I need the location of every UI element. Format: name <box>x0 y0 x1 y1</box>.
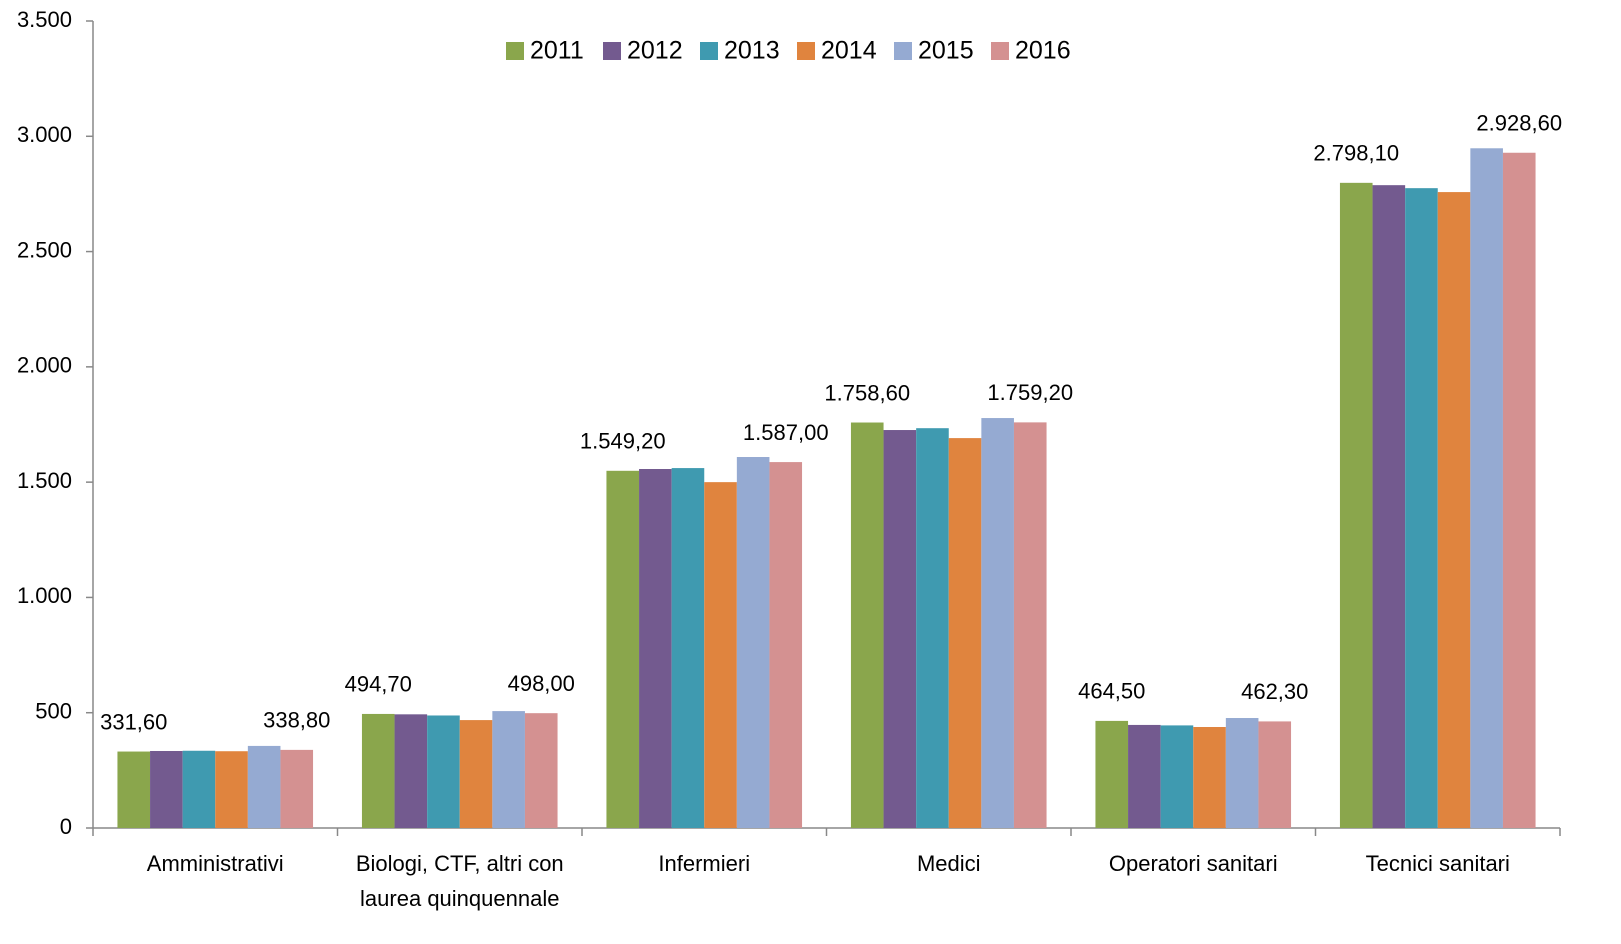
bar <box>280 749 314 828</box>
bar <box>394 714 428 828</box>
bar <box>1405 188 1438 828</box>
data-label: 498,00 <box>508 671 575 696</box>
y-tick-label: 0 <box>60 814 72 839</box>
data-label: 494,70 <box>345 672 412 697</box>
bar <box>1160 725 1194 828</box>
bar <box>427 715 460 828</box>
bar <box>215 751 248 828</box>
bar <box>1502 152 1536 828</box>
legend-swatch <box>894 42 912 60</box>
bar <box>150 750 183 828</box>
x-tick-label: Tecnici sanitari <box>1365 851 1510 876</box>
data-label: 1.759,20 <box>987 380 1073 405</box>
data-label: 1.758,60 <box>824 380 910 405</box>
bar <box>1339 182 1373 829</box>
y-tick-label: 3.500 <box>17 7 72 32</box>
bar <box>361 713 395 828</box>
bar <box>1372 185 1406 828</box>
y-tick-label: 1.000 <box>17 583 72 608</box>
y-tick-label: 500 <box>35 699 72 724</box>
bar <box>671 468 705 828</box>
legend-label: 2012 <box>627 37 683 65</box>
bar <box>492 711 525 828</box>
x-tick-label: Amministrativi <box>146 851 284 876</box>
bar <box>606 470 640 828</box>
y-tick-label: 1.500 <box>17 468 72 493</box>
bar <box>736 457 770 828</box>
bar <box>981 418 1014 828</box>
legend-swatch <box>991 42 1009 60</box>
bar <box>459 720 493 828</box>
bar <box>1470 148 1503 829</box>
data-label: 2.928,60 <box>1476 111 1562 136</box>
data-label: 2.798,10 <box>1313 141 1399 166</box>
bar <box>704 482 737 828</box>
bar <box>524 713 558 828</box>
legend-swatch <box>700 42 718 60</box>
bar <box>948 438 982 828</box>
bar <box>1095 720 1129 828</box>
y-tick-label: 2.500 <box>17 237 72 262</box>
y-tick-label: 2.000 <box>17 353 72 378</box>
legend-label: 2013 <box>724 37 780 65</box>
bar <box>1258 721 1292 828</box>
bar <box>1128 724 1161 828</box>
legend-label: 2011 <box>530 37 584 65</box>
legend-swatch <box>797 42 815 60</box>
x-tick-label: Operatori sanitari <box>1108 851 1278 876</box>
data-label: 462,30 <box>1241 679 1308 704</box>
bar <box>769 462 803 828</box>
legend-swatch <box>603 42 621 60</box>
bar <box>883 430 917 828</box>
legend-label: 2014 <box>821 37 877 65</box>
x-tick-label: Infermieri <box>658 851 751 876</box>
bar <box>1225 718 1259 828</box>
bar <box>1437 192 1471 829</box>
x-tick-label: Biologi, CTF, altri con laurea quinquenn… <box>355 851 564 911</box>
data-label: 338,80 <box>263 708 330 733</box>
legend-swatch <box>506 42 524 60</box>
y-tick-label: 3.000 <box>17 122 72 147</box>
bar <box>1193 727 1226 828</box>
legend-label: 2015 <box>918 37 974 65</box>
x-tick-label: Medici <box>916 851 981 876</box>
bar <box>247 745 281 828</box>
bar <box>916 428 949 828</box>
bar <box>117 751 151 828</box>
data-label: 1.549,20 <box>580 429 666 454</box>
legend-label: 2016 <box>1015 37 1071 65</box>
data-label: 1.587,00 <box>743 420 829 445</box>
bar <box>639 469 672 828</box>
data-label: 464,50 <box>1078 679 1145 704</box>
bar <box>850 422 884 828</box>
data-label: 331,60 <box>100 709 167 734</box>
bar <box>1013 422 1047 828</box>
bar <box>182 750 216 828</box>
